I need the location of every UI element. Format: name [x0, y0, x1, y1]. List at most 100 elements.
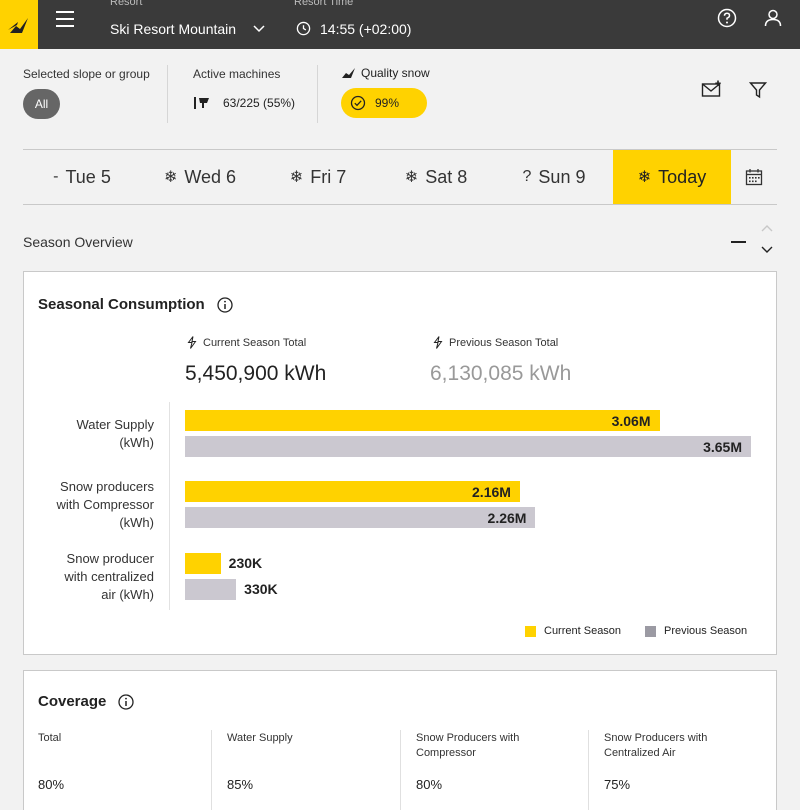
- bar-current[interactable]: [185, 553, 221, 574]
- info-icon[interactable]: [118, 693, 135, 710]
- bar-value-label: 2.16M: [472, 483, 511, 500]
- quality-value: 99%: [375, 96, 400, 110]
- machines-value: 63/225 (55%): [223, 96, 296, 110]
- category-label-line: air (kWh): [101, 586, 154, 602]
- category-label-line: Water Supply: [76, 416, 154, 432]
- quality-label-group: Quality snow: [341, 66, 430, 80]
- tab-label: Today: [658, 166, 707, 187]
- time-label: Resort Time: [294, 0, 354, 8]
- coverage-name: Snow Producers with Centralized Air: [604, 732, 708, 759]
- chevron-up-icon[interactable]: [760, 223, 774, 233]
- tab-sat-8[interactable]: ❄ Sat 8: [377, 150, 495, 204]
- bar-previous[interactable]: 2.26M: [185, 507, 536, 528]
- energy-icon: [187, 336, 197, 349]
- help-icon[interactable]: [716, 7, 738, 29]
- snowflake-icon: ❄: [404, 169, 419, 186]
- category-label-line: (kWh): [119, 434, 154, 450]
- bar-value-label: 3.65M: [703, 438, 742, 455]
- category-label: Snow producers with Compressor (kWh): [24, 478, 154, 532]
- category-label-line: with Compressor: [56, 496, 154, 512]
- divider: [317, 65, 318, 123]
- coverage-card: Coverage Total 80% Water Supply 85% Snow…: [23, 670, 777, 810]
- slope-label: Selected slope or group: [23, 67, 150, 81]
- coverage-value: 80%: [416, 777, 443, 792]
- info-icon[interactable]: [217, 296, 233, 313]
- brand-logo[interactable]: [0, 0, 38, 49]
- resort-label: Resort: [110, 0, 143, 8]
- chevron-down-icon[interactable]: [760, 245, 774, 255]
- coverage-item-centralized-air: Snow Producers with Centralized Air 75%: [604, 731, 754, 792]
- clock-icon: [296, 21, 311, 36]
- divider: [588, 730, 589, 810]
- coverage-value: 80%: [38, 777, 65, 792]
- divider: [211, 730, 212, 810]
- bar-previous[interactable]: 3.65M: [185, 436, 751, 457]
- seasonal-consumption-card: Seasonal Consumption Current Season Tota…: [23, 271, 777, 655]
- previous-total-label-group: Previous Season Total: [433, 336, 558, 349]
- menu-icon[interactable]: [56, 11, 74, 27]
- filter-icon[interactable]: [749, 81, 767, 99]
- tab-sun-9[interactable]: ? Sun 9: [495, 150, 613, 204]
- snowflake-icon: ❄: [289, 169, 304, 186]
- tab-today[interactable]: ❄ Today: [613, 150, 731, 204]
- coverage-value: 75%: [604, 777, 631, 792]
- legend-swatch-current: [525, 625, 536, 637]
- tab-label: Sun 9: [538, 166, 586, 187]
- resort-selector[interactable]: Ski Resort Mountain: [110, 21, 237, 37]
- collapse-icon[interactable]: [731, 241, 746, 243]
- energy-icon: [433, 336, 443, 349]
- current-total-label: Current Season Total: [203, 336, 307, 349]
- quality-label: Quality snow: [361, 66, 430, 80]
- top-bar: Resort Ski Resort Mountain Resort Time 1…: [0, 0, 800, 49]
- bar-value-label: 230K: [228, 555, 263, 571]
- category-label-line: Snow producers: [60, 478, 154, 494]
- slope-all-button[interactable]: All: [23, 89, 60, 119]
- bar-previous[interactable]: [185, 579, 237, 600]
- tab-tue-5[interactable]: - Tue 5: [23, 150, 141, 204]
- mail-alert-icon[interactable]: [701, 80, 723, 100]
- unknown-icon: ?: [522, 168, 532, 185]
- active-machines: 63/225 (55%): [193, 96, 295, 110]
- divider: [400, 730, 401, 810]
- day-tabs: - Tue 5 ❄ Wed 6 ❄ Fri 7 ❄ Sat 8 ? Sun 9 ❄ Toda…: [23, 149, 777, 205]
- coverage-value: 85%: [227, 777, 254, 792]
- category-label: Snow producer with centralized air (kWh): [24, 550, 154, 604]
- previous-total-label: Previous Season Total: [449, 336, 559, 349]
- coverage-name: Total: [38, 732, 62, 744]
- legend-current: Current Season: [525, 625, 621, 637]
- snowflake-icon: ❄: [637, 169, 652, 186]
- chevron-down-icon[interactable]: [252, 22, 266, 36]
- card-title: Coverage: [38, 693, 135, 710]
- resort-time: 14:55 (+02:00): [320, 21, 412, 37]
- chart-axis: [169, 402, 170, 610]
- legend-label-current: Current Season: [544, 625, 622, 637]
- previous-total-value: 6,130,085 kWh: [430, 362, 572, 385]
- bar-current[interactable]: 3.06M: [185, 410, 660, 431]
- coverage-item-total: Total 80%: [38, 731, 208, 792]
- legend-label-previous: Previous Season: [664, 625, 748, 637]
- category-label-line: Snow producer: [66, 550, 154, 566]
- calendar-button[interactable]: [731, 150, 777, 204]
- user-icon[interactable]: [762, 7, 784, 29]
- consumption-title: Seasonal Consumption: [38, 296, 205, 313]
- snow-cannon-icon: [194, 97, 209, 109]
- coverage-title: Coverage: [38, 693, 107, 710]
- snowflake-icon: ❄: [163, 169, 178, 186]
- legend-swatch-previous: [645, 625, 656, 637]
- tab-label: Wed 6: [184, 166, 237, 187]
- bar-current[interactable]: 2.16M: [185, 481, 520, 502]
- section-title: Season Overview: [23, 234, 133, 250]
- check-circle-icon: [350, 95, 366, 111]
- coverage-name: Snow Producers with Compressor: [416, 732, 520, 759]
- tab-wed-6[interactable]: ❄ Wed 6: [141, 150, 259, 204]
- bar-value-label: 2.26M: [487, 509, 527, 526]
- bar-value-label: 330K: [244, 581, 278, 597]
- category-label-line: (kWh): [119, 514, 154, 530]
- category-label: Water Supply (kWh): [24, 416, 154, 452]
- coverage-item-water-supply: Water Supply 85%: [227, 731, 397, 792]
- calendar-icon: [745, 169, 763, 186]
- filter-bar: Selected slope or group All Active machi…: [0, 49, 800, 149]
- category-label-line: with centralized: [64, 568, 154, 584]
- tab-fri-7[interactable]: ❄ Fri 7: [259, 150, 377, 204]
- quality-snow-badge[interactable]: 99%: [341, 88, 427, 118]
